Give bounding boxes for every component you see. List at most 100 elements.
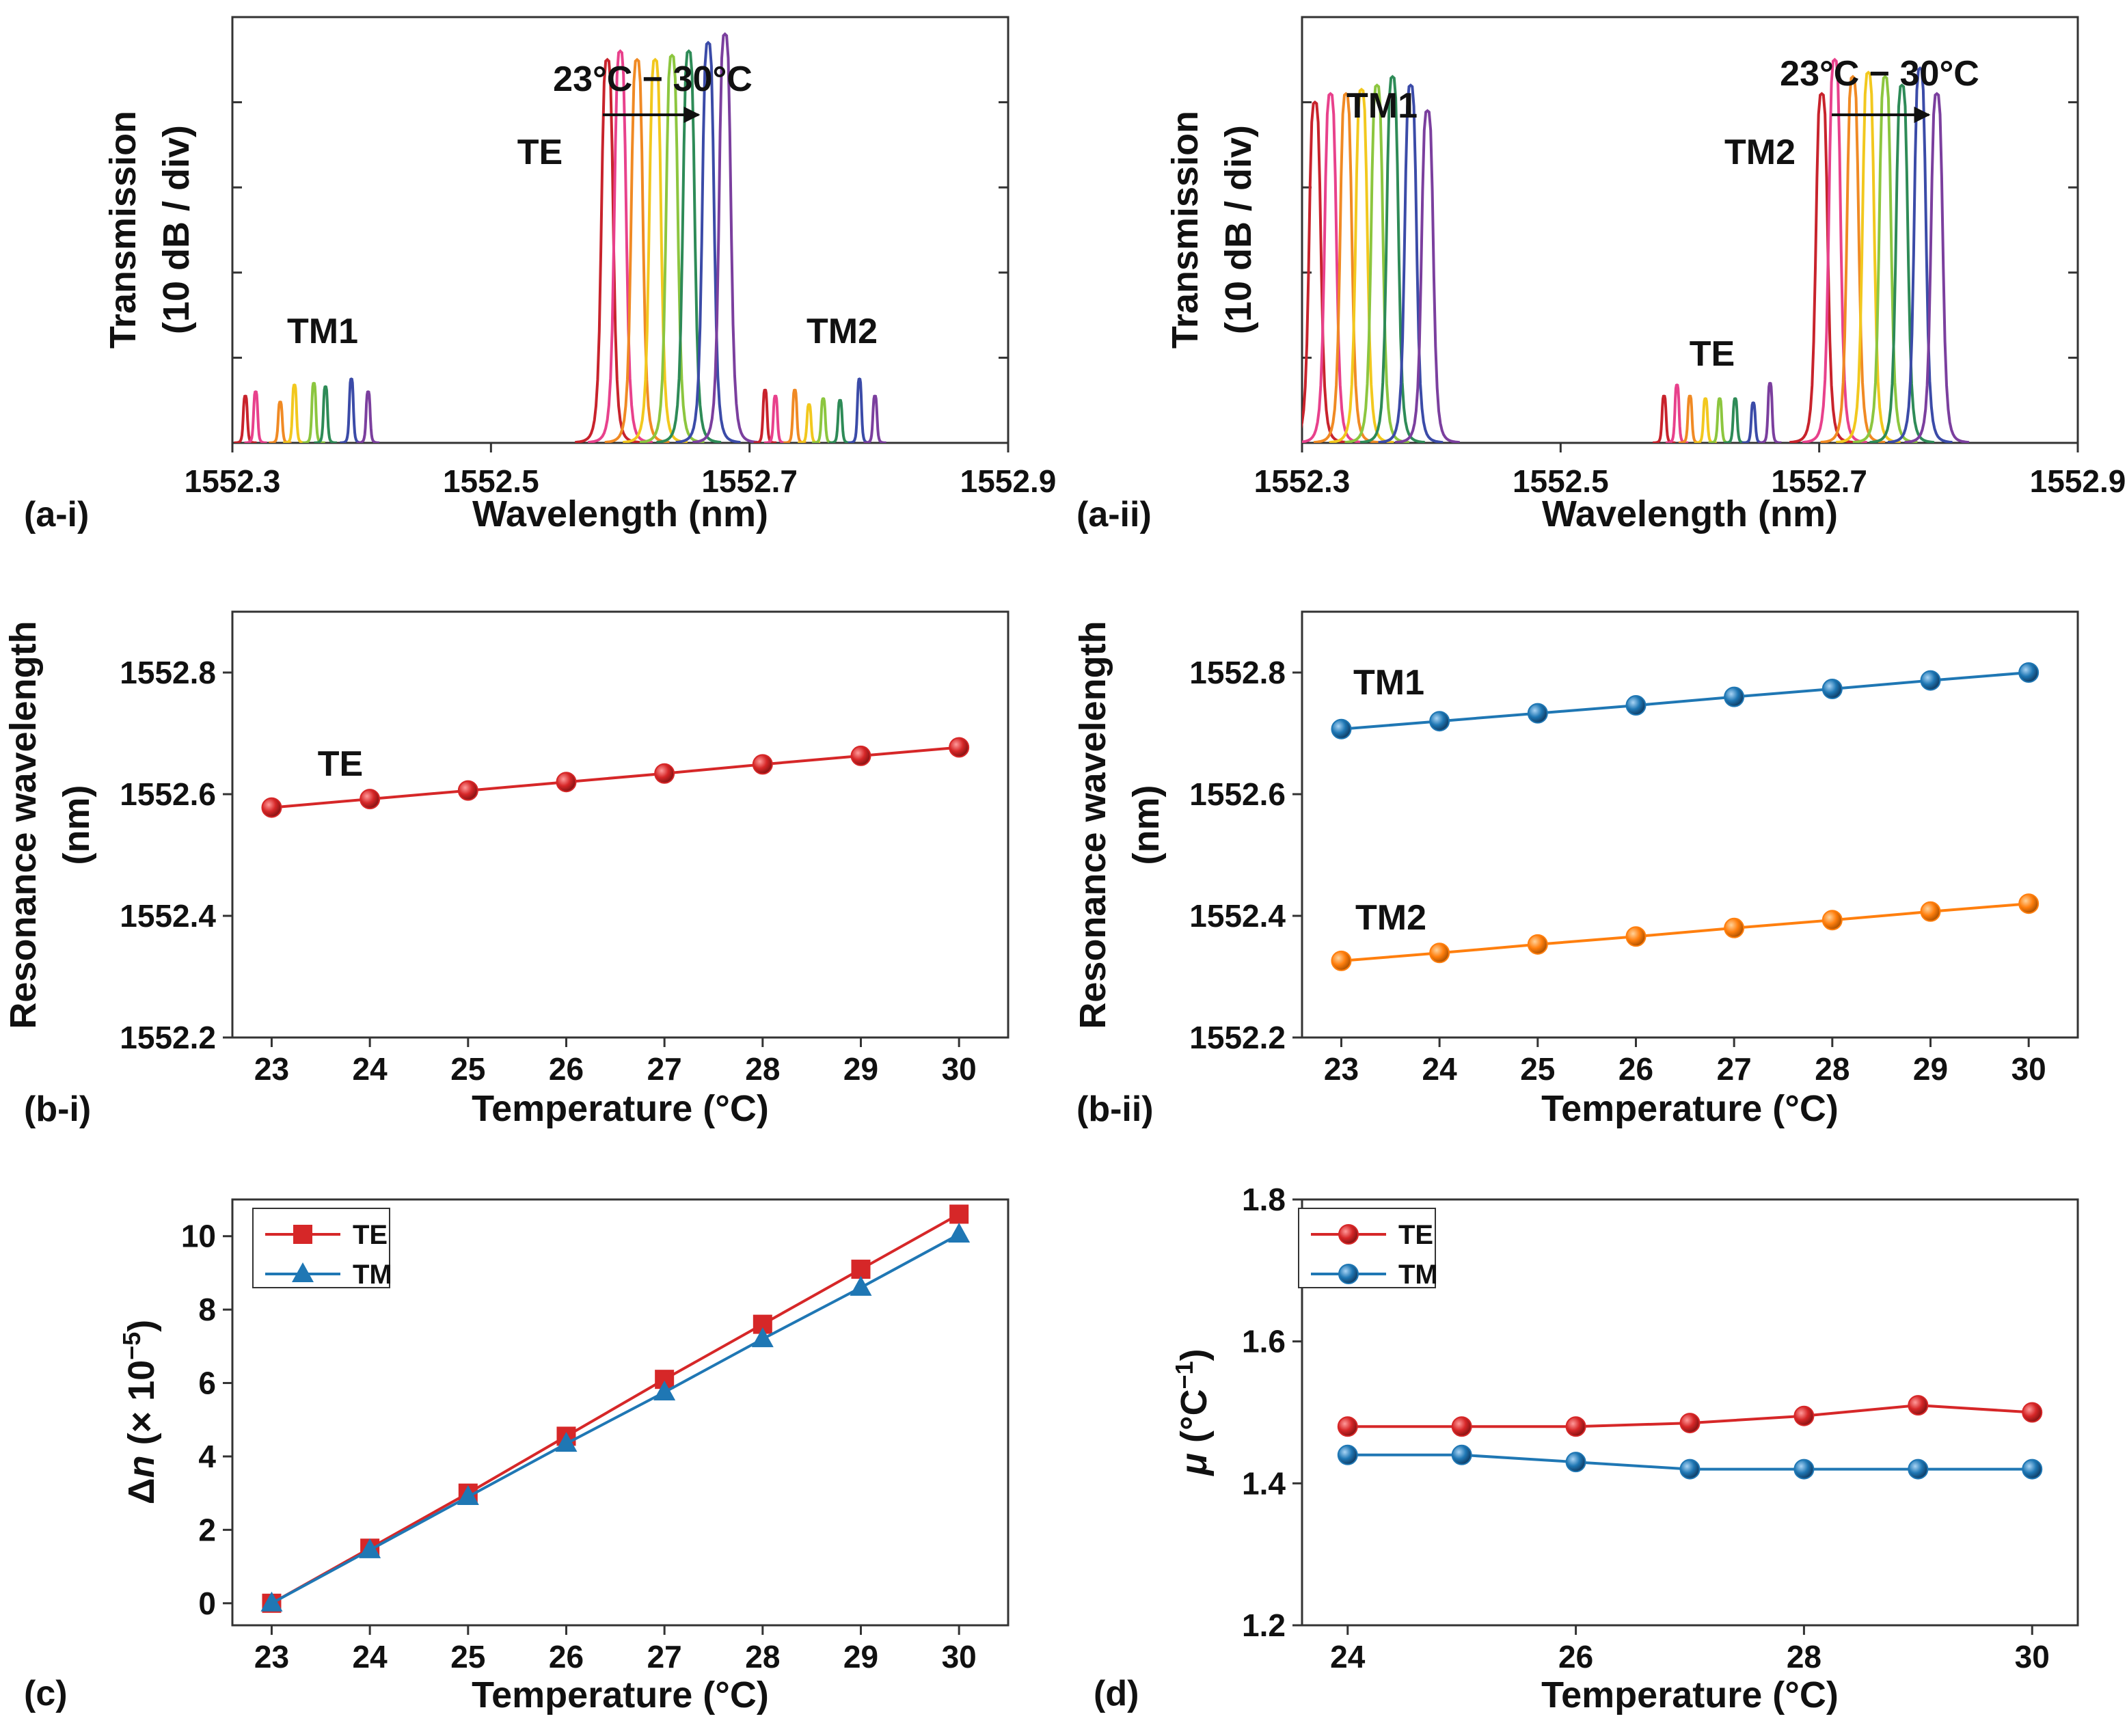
legend-label: TM [353,1260,392,1290]
spectrum-peak [1869,83,1935,443]
x-tick-label: 1552.9 [2030,463,2126,499]
spectrum-peak [811,397,835,443]
y-axis-title-line: Transmission [103,111,144,349]
y-axis-title-part: −5 [118,1332,146,1360]
x-tick-label: 25 [450,1639,485,1674]
x-tick-label: 30 [2011,1051,2046,1087]
series-line-te [271,1212,960,1605]
legend-label: TE [353,1220,388,1250]
data-point-tm [292,1262,314,1282]
data-point-tm [1908,1459,1929,1480]
x-tick-label: 1552.3 [185,463,281,499]
data-point-te [556,772,577,793]
panel-a-ii: (a-ii) Wavelength (nm) Transmission (10 dB … [1076,16,2126,534]
data-point-tm2 [1724,917,1745,938]
spectrum-peak [656,49,722,443]
plot-frame [231,1198,1010,1627]
x-tick-label: 1552.5 [1513,463,1609,499]
x-tick-label: 27 [1717,1051,1752,1087]
data-point-tm1 [1920,670,1941,691]
y-axis-title-part: μ [1174,1453,1215,1477]
spectrum-peak [763,394,787,443]
data-point-tm [1338,1264,1359,1284]
x-axis-title: Temperature (°C) [472,1088,769,1129]
spectrum-peak [1329,87,1394,443]
y-tick-label: 1.8 [1242,1182,1286,1217]
data-point-tm [850,1275,872,1296]
spectrum-peak [357,390,380,443]
panel-c: (c) Temperature (°C)23 24 25 26 27 28 29 3002468… [24,1198,1010,1715]
y-axis-title: Δn (× 10−5) [118,1320,163,1504]
data-point-te [1908,1395,1929,1416]
spectrum-peak [244,390,267,443]
x-tick-label: 1552.9 [960,463,1057,499]
y-tick-label: 1.4 [1242,1465,1286,1501]
panel-label: (a-ii) [1076,495,1152,534]
data-point-tm [555,1432,578,1452]
spectrum-peak [639,53,705,443]
x-tick-label: 24 [353,1051,388,1087]
x-tick-label: 23 [254,1639,289,1674]
y-tick-label: 1552.4 [120,898,216,934]
x-tick-label: 1552.3 [1254,463,1351,499]
x-axis-title: Temperature (°C) [1541,1674,1839,1715]
spectra [234,32,886,443]
spectrum-peak [588,49,653,443]
spectrum-peak [1836,70,1901,443]
y-axis-title-part: ) [121,1320,162,1332]
data-point-tm1 [1331,718,1352,740]
panel-label: (d) [1094,1674,1139,1713]
panel-b-i: (b-i) Temperature (°C) 23 24 25 26 27 28 29 30 155… [3,610,1010,1129]
spectrum-peak [1887,66,1953,443]
y-tick-label: 1552.8 [1189,655,1286,690]
spectrum-peak [1359,74,1425,443]
y-tick-label: 1552.6 [120,776,216,812]
y-axis-title-line: Resonance wavelength [1072,621,1113,1029]
series-line-tm [271,1233,960,1605]
y-tick-label: 8 [198,1292,216,1327]
data-point-tm [2022,1459,2043,1480]
spectrum-peak [340,377,363,443]
data-point-te [851,1260,871,1279]
y-tick-label: 1552.2 [120,1020,216,1055]
spectrum-peak [1758,381,1782,443]
y-tick-label: 0 [198,1586,216,1621]
annotation: TM2 [1724,133,1796,172]
spectrum-peak [234,394,257,443]
data-point-te [1338,1224,1359,1245]
legend-label: TE [1398,1220,1433,1250]
x-tick-label: 27 [647,1639,682,1674]
data-point-tm1 [1724,686,1745,707]
spectrum-peak [1802,57,1867,443]
x-tick-label: 1552.7 [1771,463,1867,499]
x-tick-label: 27 [647,1051,682,1087]
panel-label: (c) [24,1674,68,1713]
x-tick-label: 28 [745,1051,780,1087]
data-point-te [1793,1405,1815,1426]
data-point-tm2 [1625,926,1647,947]
y-tick-label: 1552.4 [1189,898,1286,934]
x-tick-label: 26 [1558,1639,1593,1674]
x-axis-title: Temperature (°C) [472,1674,769,1715]
data-point-te [457,780,478,801]
spectrum-peak [798,403,821,443]
data-point-te [261,797,282,818]
panel-b-ii: (b-ii) Temperature (°C) 23 24 25 26 27 28 29 30 15… [1072,610,2079,1129]
annotation: TE [517,133,563,172]
data-point-tm [1793,1459,1815,1480]
spectrum-peak [1708,397,1731,443]
data-point-te [1565,1416,1586,1437]
data-point-tm1 [2018,662,2040,683]
data-point-te [360,789,381,810]
data-point-tm1 [1821,679,1843,700]
y-tick-label: 4 [198,1439,216,1474]
y-tick-label: 1552.8 [120,655,216,690]
y-axis-title-part: (× 10 [121,1360,162,1456]
spectrum-peak [1378,83,1444,443]
data-point-tm [1451,1444,1472,1465]
spectrum-peak [269,401,292,443]
data-point-te [1337,1416,1358,1437]
panel-a-i: (a-i) Wavelength (nm) Transmission (10 dB /… [24,16,1057,534]
panel-label: (b-i) [24,1089,91,1129]
